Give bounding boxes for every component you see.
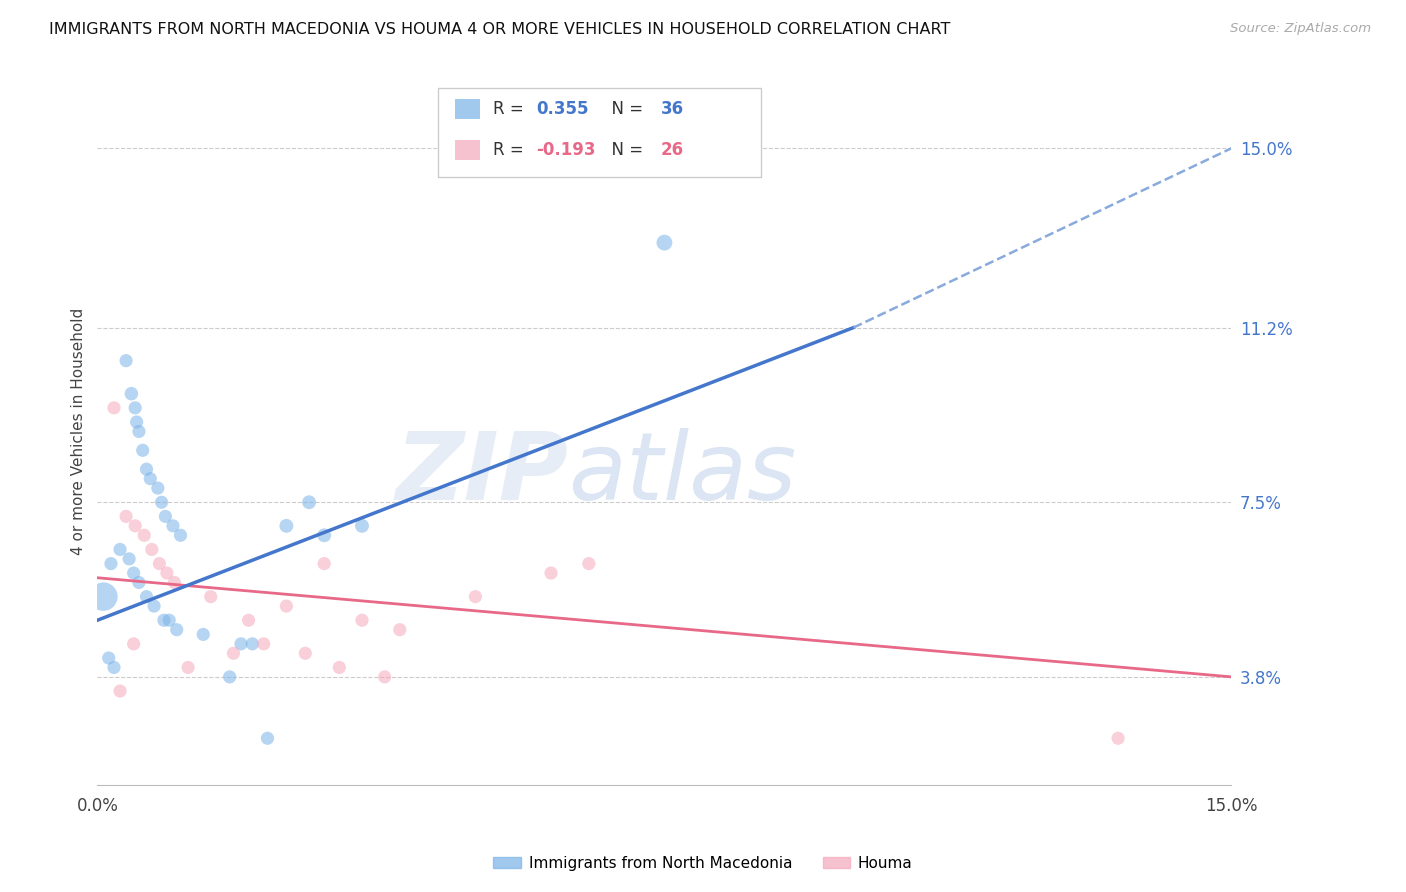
Text: 36: 36 bbox=[661, 100, 685, 118]
Point bbox=[132, 443, 155, 458]
Point bbox=[120, 386, 142, 401]
Text: 0.355: 0.355 bbox=[536, 100, 589, 118]
Text: N =: N = bbox=[600, 100, 648, 118]
Point bbox=[122, 566, 145, 580]
Point bbox=[540, 566, 562, 580]
Point bbox=[298, 495, 321, 509]
Point bbox=[276, 519, 298, 533]
Point bbox=[103, 401, 125, 415]
Point bbox=[314, 557, 336, 571]
Point bbox=[388, 623, 411, 637]
Point bbox=[253, 637, 276, 651]
Point bbox=[200, 590, 222, 604]
Point bbox=[654, 235, 676, 250]
Point bbox=[150, 495, 173, 509]
Point bbox=[162, 519, 184, 533]
Text: N =: N = bbox=[600, 141, 648, 160]
Point bbox=[155, 509, 177, 524]
Text: atlas: atlas bbox=[568, 428, 796, 519]
Point bbox=[177, 660, 200, 674]
Bar bbox=[454, 140, 479, 161]
Point bbox=[238, 613, 260, 627]
Y-axis label: 4 or more Vehicles in Household: 4 or more Vehicles in Household bbox=[72, 308, 86, 555]
Point bbox=[374, 670, 396, 684]
Point bbox=[118, 552, 141, 566]
Point bbox=[135, 462, 157, 476]
Text: R =: R = bbox=[494, 141, 529, 160]
Point bbox=[108, 542, 131, 557]
Point bbox=[276, 599, 298, 613]
Point bbox=[128, 425, 150, 439]
Text: R =: R = bbox=[494, 100, 529, 118]
Point bbox=[169, 528, 191, 542]
FancyBboxPatch shape bbox=[437, 88, 761, 177]
Point bbox=[115, 353, 138, 368]
Point bbox=[193, 627, 215, 641]
Point bbox=[294, 646, 316, 660]
Point bbox=[97, 651, 120, 665]
Point bbox=[143, 599, 166, 613]
Point bbox=[578, 557, 600, 571]
Point bbox=[146, 481, 169, 495]
Text: Source: ZipAtlas.com: Source: ZipAtlas.com bbox=[1230, 22, 1371, 36]
Point bbox=[163, 575, 186, 590]
Point bbox=[100, 557, 122, 571]
Text: -0.193: -0.193 bbox=[536, 141, 596, 160]
Point bbox=[350, 613, 373, 627]
Point bbox=[122, 637, 145, 651]
Legend: Immigrants from North Macedonia, Houma: Immigrants from North Macedonia, Houma bbox=[488, 850, 918, 877]
Point bbox=[222, 646, 245, 660]
Point bbox=[124, 401, 146, 415]
Point bbox=[124, 519, 146, 533]
Point bbox=[134, 528, 156, 542]
Point bbox=[93, 590, 115, 604]
Point bbox=[115, 509, 138, 524]
Text: ZIP: ZIP bbox=[395, 428, 568, 520]
Point bbox=[153, 613, 176, 627]
Point bbox=[166, 623, 188, 637]
Text: IMMIGRANTS FROM NORTH MACEDONIA VS HOUMA 4 OR MORE VEHICLES IN HOUSEHOLD CORRELA: IMMIGRANTS FROM NORTH MACEDONIA VS HOUMA… bbox=[49, 22, 950, 37]
Point bbox=[157, 613, 180, 627]
Point bbox=[314, 528, 336, 542]
Point bbox=[464, 590, 486, 604]
Point bbox=[240, 637, 263, 651]
Bar bbox=[454, 99, 479, 119]
Point bbox=[350, 519, 373, 533]
Point bbox=[128, 575, 150, 590]
Point bbox=[135, 590, 157, 604]
Point bbox=[256, 731, 278, 746]
Point bbox=[139, 472, 162, 486]
Point bbox=[141, 542, 163, 557]
Point bbox=[103, 660, 125, 674]
Point bbox=[218, 670, 240, 684]
Point bbox=[328, 660, 350, 674]
Point bbox=[108, 684, 131, 698]
Point bbox=[148, 557, 170, 571]
Point bbox=[1107, 731, 1129, 746]
Text: 26: 26 bbox=[661, 141, 685, 160]
Point bbox=[229, 637, 252, 651]
Point bbox=[156, 566, 179, 580]
Point bbox=[125, 415, 148, 429]
